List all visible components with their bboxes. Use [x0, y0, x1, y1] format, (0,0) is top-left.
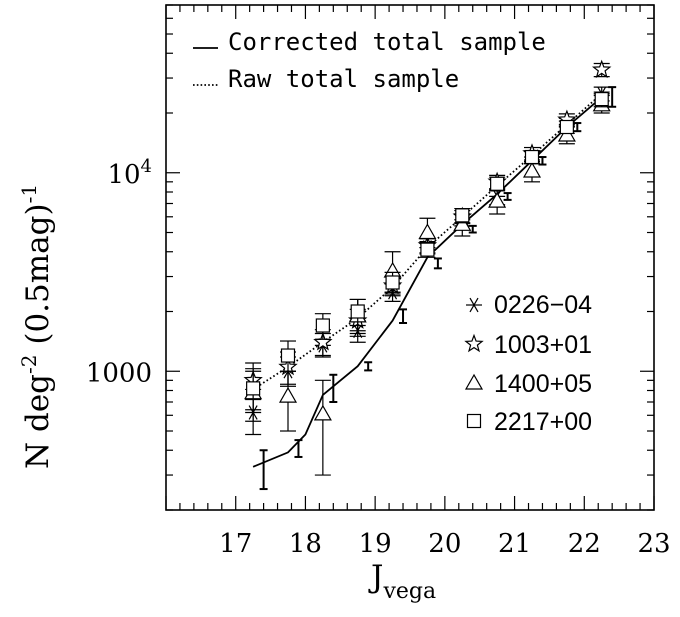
- x-tick-labels: 17 18 19 20 21 22 23: [219, 529, 670, 559]
- field-point-triangle: [522, 161, 542, 178]
- field-point-square: [385, 275, 400, 290]
- minor-ticks: [166, 4, 654, 511]
- corrected-errorbar: [364, 361, 373, 372]
- field-point-square: [246, 381, 261, 396]
- field-point-triangle: [278, 386, 298, 403]
- corrected-errorbar: [399, 308, 408, 325]
- legend-label-corrected: Corrected total sample: [228, 28, 546, 56]
- field-point-triangle: [313, 404, 332, 421]
- major-ticks: [165, 5, 655, 510]
- y-tick-labels: 1000 104: [86, 156, 152, 389]
- marker-legend: 0226−04 1003+01 1400+05 2217+00: [464, 291, 592, 436]
- y-axis-label-part2: (0.5mag): [20, 203, 56, 354]
- field-point-star: [591, 59, 612, 79]
- corrected-errorbar: [259, 449, 268, 491]
- y-tick-label: 104: [107, 156, 152, 190]
- corrected-errorbar: [608, 86, 617, 108]
- raw-total-line: [252, 93, 603, 391]
- corrected-errorbar: [468, 224, 477, 234]
- corrected-errorbar: [538, 156, 547, 166]
- legend-marker-star: [464, 333, 484, 353]
- field-point-triangle: [488, 191, 507, 208]
- y-axis-label-sup2: -1: [17, 184, 41, 203]
- marker-legend-label-1003: 1003+01: [494, 331, 592, 359]
- corrected-errorbar: [329, 373, 338, 404]
- marker-legend-label-1400: 1400+05: [494, 370, 592, 398]
- field-markers: [243, 59, 612, 476]
- x-tick-label: 18: [289, 529, 322, 559]
- x-tick-label: 21: [498, 529, 531, 559]
- x-axis-label-sub: vega: [382, 579, 436, 604]
- corrected-errorbars: [259, 86, 617, 491]
- field-point-square: [594, 91, 609, 107]
- x-tick-label: 22: [568, 529, 601, 559]
- field-point-square: [280, 348, 296, 363]
- x-tick-label: 23: [637, 529, 670, 559]
- field-point-square: [490, 176, 505, 191]
- corrected-errorbar: [573, 122, 582, 133]
- y-tick-label: 1000: [86, 358, 152, 388]
- marker-legend-label-0226: 0226−04: [494, 291, 592, 319]
- field-point-square: [315, 318, 330, 333]
- x-axis-label: Jvega: [368, 559, 436, 604]
- x-axis-label-main: J: [368, 559, 383, 595]
- field-point-square: [559, 119, 574, 135]
- x-tick-label: 20: [428, 529, 461, 559]
- y-axis-label: N deg-2 (0.5mag)-1: [17, 184, 56, 469]
- x-tick-label: 17: [219, 529, 252, 559]
- field-errorbar: [314, 379, 331, 476]
- y-axis-label-part1: N deg: [20, 374, 56, 469]
- y-axis-label-sup1: -2: [17, 355, 41, 374]
- plot-border: [165, 4, 655, 511]
- corrected-errorbar: [294, 439, 303, 458]
- asterisk-stroke: [469, 297, 479, 313]
- legend-marker-asterisk: [466, 297, 482, 313]
- field-point-square: [350, 304, 365, 319]
- corrected-errorbar: [503, 192, 512, 201]
- corrected-errorbar: [433, 257, 442, 270]
- field-point-triangle: [418, 223, 437, 240]
- legend-marker-triangle: [464, 373, 484, 390]
- legend-label-raw: Raw total sample: [228, 65, 459, 93]
- field-point-square: [455, 208, 470, 223]
- line-legend: Corrected total sample Raw total sample: [193, 28, 546, 93]
- x-tick-label: 19: [359, 529, 392, 559]
- marker-legend-label-2217: 2217+00: [494, 408, 592, 436]
- field-point-square: [420, 242, 435, 257]
- legend-marker-square: [466, 413, 482, 429]
- field-point-square: [524, 149, 540, 165]
- plot-frame: [165, 4, 655, 511]
